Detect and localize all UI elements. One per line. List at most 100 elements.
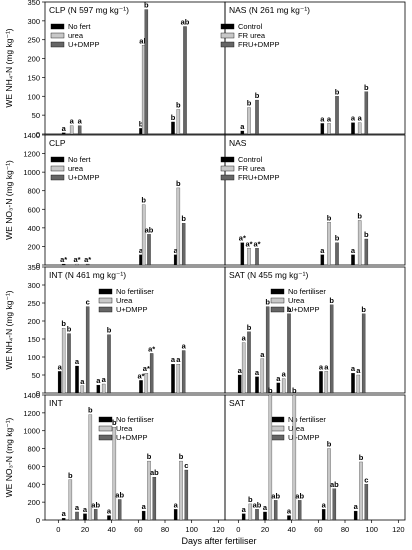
bar bbox=[176, 109, 181, 135]
bar-letter: ab bbox=[181, 18, 190, 27]
bar-letter: b bbox=[68, 471, 73, 480]
bar-letter: ab bbox=[150, 468, 159, 477]
bar bbox=[184, 469, 189, 521]
bar-letter: a bbox=[260, 350, 265, 359]
bar-letter: a bbox=[70, 117, 75, 126]
bar-letter: c bbox=[364, 475, 368, 484]
panel-label: SAT bbox=[229, 398, 245, 408]
bar-letter: b bbox=[144, 1, 149, 10]
bar-letter: a bbox=[351, 114, 356, 123]
panel-label: CLP bbox=[49, 138, 66, 148]
bar bbox=[359, 461, 363, 521]
bar-letter: a bbox=[171, 355, 176, 364]
bar-letter: ab bbox=[145, 225, 154, 234]
legend-label: FRU+DMPP bbox=[238, 40, 279, 49]
y-tick-label: 0 bbox=[36, 130, 40, 139]
legend-swatch bbox=[270, 425, 285, 432]
bar bbox=[112, 427, 117, 521]
bar bbox=[255, 509, 259, 521]
y-tick-label: 350 bbox=[27, 0, 40, 7]
legend-swatch bbox=[270, 288, 285, 295]
bar-letter: b bbox=[147, 452, 152, 461]
y-tick-label: 200 bbox=[27, 498, 40, 507]
bar-letter: c bbox=[86, 298, 90, 307]
bar-letter: a bbox=[255, 368, 260, 377]
bar bbox=[327, 123, 331, 135]
bar-letter: a bbox=[240, 122, 245, 131]
legend-swatch bbox=[270, 434, 285, 441]
bar bbox=[176, 187, 181, 266]
bar bbox=[179, 460, 183, 521]
legend-swatch bbox=[50, 32, 65, 39]
panel-frame bbox=[224, 266, 406, 394]
bar-letter: a bbox=[327, 114, 332, 123]
legend-swatch bbox=[220, 41, 235, 48]
bar-letter: a bbox=[139, 246, 144, 255]
bar-letter: b bbox=[327, 213, 332, 222]
bar-letter: b bbox=[329, 296, 334, 305]
x-tick-label: 80 bbox=[161, 525, 169, 534]
bar bbox=[61, 132, 66, 135]
bar-letter: a bbox=[75, 503, 80, 512]
bar bbox=[85, 306, 90, 394]
bar-letter: b bbox=[268, 386, 273, 395]
x-tick-label: 0 bbox=[236, 525, 240, 534]
panel-sat-nh4: SAT (N 455 mg kg⁻¹) No fertiliserUreaU+DM… bbox=[224, 266, 406, 394]
legend-label: FR urea bbox=[238, 31, 266, 40]
bar bbox=[93, 509, 98, 521]
bar-letter: b bbox=[287, 305, 292, 314]
bar-letter: b bbox=[292, 386, 297, 395]
x-tick-label: 80 bbox=[341, 525, 349, 534]
bar-letter: a bbox=[354, 502, 359, 511]
bar-letter: b bbox=[247, 323, 252, 332]
x-tick-label: 60 bbox=[134, 525, 142, 534]
bar-letter: a bbox=[242, 334, 247, 343]
panel-sat-no3: 0 20 40 60 80 100 120 SAT No fertiliserUreaU+DMP… bbox=[224, 386, 406, 534]
bar bbox=[332, 488, 337, 521]
y-tick-label: 100 bbox=[27, 92, 40, 101]
bar bbox=[320, 254, 325, 266]
legend-swatch bbox=[98, 416, 113, 423]
bar-letter: b bbox=[139, 119, 144, 128]
bar bbox=[171, 364, 175, 394]
panel-label: INT (N 461 mg kg⁻¹) bbox=[49, 270, 126, 280]
legend-swatch bbox=[220, 174, 235, 181]
bar bbox=[176, 364, 181, 394]
y-axis-label: WE NH₄-N (mg kg⁻¹) bbox=[4, 290, 14, 369]
legend-label: Urea bbox=[116, 424, 133, 433]
bar bbox=[351, 122, 355, 135]
bar-letter: b bbox=[61, 319, 66, 328]
bar bbox=[83, 513, 87, 521]
panel-label: CLP (N 597 mg kg⁻¹) bbox=[49, 5, 129, 15]
bar-letter: b bbox=[357, 211, 362, 220]
y-tick-label: 150 bbox=[27, 73, 40, 82]
panel-label: SAT (N 455 mg kg⁻¹) bbox=[229, 270, 308, 280]
bar bbox=[181, 350, 186, 394]
bar bbox=[107, 515, 111, 521]
bar-letter: a bbox=[107, 507, 112, 516]
legend-swatch bbox=[50, 23, 65, 30]
x-tick-label: 20 bbox=[261, 525, 269, 534]
bar bbox=[320, 123, 325, 135]
y-tick-label: 250 bbox=[27, 36, 40, 45]
bar-letter: a bbox=[324, 362, 329, 371]
bar bbox=[364, 484, 369, 521]
bar-letter: b bbox=[327, 440, 332, 449]
bar bbox=[247, 331, 251, 394]
bar bbox=[181, 223, 186, 266]
bar bbox=[101, 383, 106, 394]
legend-label: No fertiliser bbox=[116, 415, 154, 424]
legend-label: U+DMPP bbox=[116, 305, 147, 314]
bar bbox=[248, 503, 253, 521]
bar-letter: a bbox=[62, 124, 67, 133]
bar-letter: a bbox=[263, 503, 268, 512]
legend-label: No fertiliser bbox=[288, 287, 326, 296]
bar bbox=[107, 334, 111, 394]
bar bbox=[329, 304, 334, 394]
y-tick-label: 1400 bbox=[23, 391, 40, 400]
bar-letter: b bbox=[141, 196, 146, 205]
bar-letter: a bbox=[287, 507, 292, 516]
bar-letter: a bbox=[282, 370, 287, 379]
bar bbox=[240, 242, 245, 266]
